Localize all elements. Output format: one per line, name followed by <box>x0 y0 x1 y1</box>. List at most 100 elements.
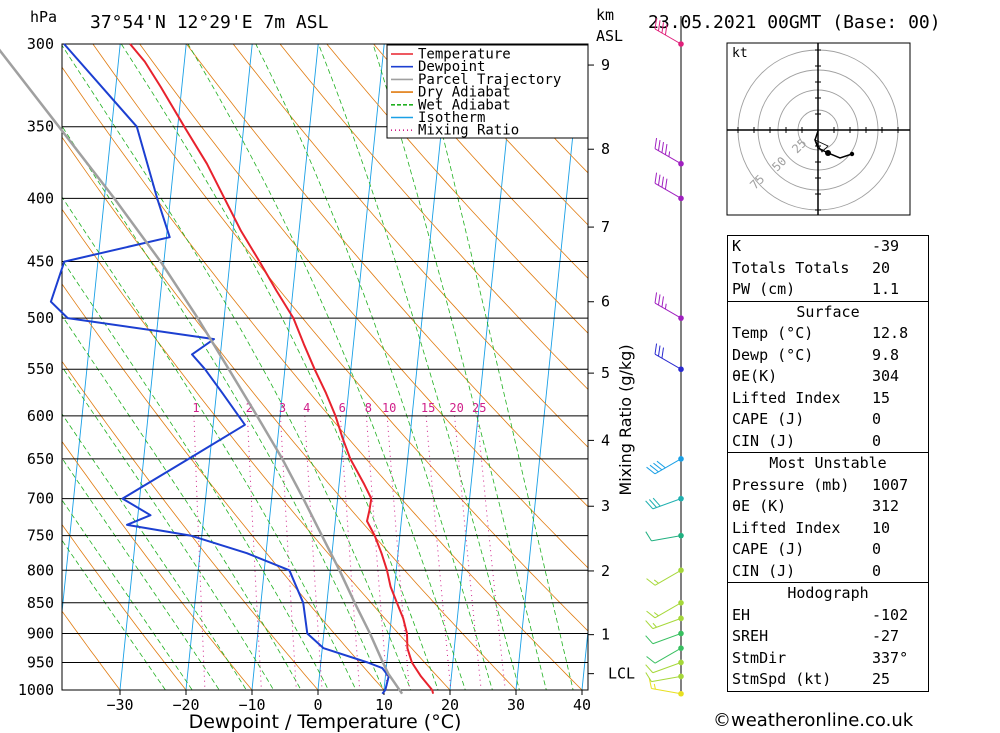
pressure-tick-label: 600 <box>27 407 54 425</box>
mixing-ratio-label: 10 <box>382 401 396 415</box>
pressure-tick-label: 850 <box>27 594 54 612</box>
km-tick-label: 9 <box>601 56 610 74</box>
wet-adiabat-line <box>62 366 275 690</box>
wind-barb-flag <box>654 172 658 184</box>
sreh-label: SREH <box>732 627 769 645</box>
wind-barb-flag <box>661 22 664 34</box>
stmdir-value: 337° <box>872 648 909 667</box>
x-tick-label: 30 <box>507 696 525 714</box>
hodograph-stats-header: Hodograph <box>728 582 928 605</box>
wind-barb-flag <box>661 347 664 359</box>
wind-barb-flag <box>652 497 661 507</box>
parcel-trajectory-line <box>0 48 404 695</box>
wind-barb-flag <box>661 176 664 188</box>
copyright-footer: ©weatheronline.co.uk <box>713 710 914 731</box>
wet-adiabat-line <box>62 196 357 690</box>
wind-barb-flag <box>645 531 652 542</box>
wind-barb-shaft <box>654 182 682 199</box>
wind-barb-half-flag <box>664 303 667 310</box>
km-tick-label: 6 <box>601 293 610 311</box>
legend-box <box>386 44 589 139</box>
km-tick-label: 2 <box>601 562 610 580</box>
mu-li-row: Lifted Index 10 <box>728 518 928 540</box>
dry-adiabat-line <box>62 208 451 690</box>
mu-theta-label: θE (K) <box>732 497 787 515</box>
surface-temp-label: Temp (°C) <box>732 324 814 342</box>
x-axis-label: Dewpoint / Temperature (°C) <box>189 711 462 733</box>
wet-adiabat-line <box>62 413 247 690</box>
x-tick-label: −10 <box>238 696 265 714</box>
sreh-row: SREH -27 <box>728 626 928 648</box>
km-tick-label: 1 <box>601 626 610 644</box>
wind-barb <box>654 343 684 373</box>
precipitable-water-label: PW (cm) <box>732 280 796 298</box>
pressure-tick-label: 300 <box>27 35 54 53</box>
k-index-label: K <box>732 237 742 255</box>
hodograph-marker <box>849 151 855 157</box>
mixing-ratio-line <box>386 415 410 690</box>
asl-label: ASL <box>596 27 623 45</box>
x-tick-label: −30 <box>106 696 133 714</box>
wind-barb-flag <box>648 677 652 689</box>
mu-cin-value: 0 <box>872 561 882 580</box>
wind-barb-flag <box>654 343 658 355</box>
pressure-tick-label: 350 <box>27 118 54 136</box>
surface-dewp-row: Dewp (°C) 9.8 <box>728 345 928 367</box>
wet-adiabat-line <box>255 44 493 690</box>
wind-barb-shaft <box>651 535 682 542</box>
pressure-tick-label: 800 <box>27 561 54 579</box>
isotherm-line <box>185 44 253 690</box>
wind-barb <box>654 172 684 202</box>
mixing-ratio-label: 3 <box>279 401 286 415</box>
wind-barb-half-flag <box>653 683 656 690</box>
wind-barb <box>645 531 684 542</box>
legend-entry: Dewpoint <box>418 59 485 75</box>
wind-barb-shaft <box>654 302 682 319</box>
dry-adiabat-line <box>373 44 588 279</box>
wind-barb-flag <box>654 137 658 149</box>
wind-barb <box>648 677 684 697</box>
mixing-ratio-label: 25 <box>472 401 486 415</box>
pressure-tick-label: 1000 <box>18 681 54 699</box>
mixing-ratio-line <box>454 415 482 690</box>
km-tick-label: 8 <box>601 140 610 158</box>
wind-barb-flag <box>657 139 661 151</box>
wind-barb-shaft <box>652 662 682 674</box>
legend-entry: Mixing Ratio <box>418 123 519 139</box>
pressure-tick-label: 950 <box>27 653 54 671</box>
most-unstable-header: Most Unstable <box>728 452 928 475</box>
wind-barb-flag <box>661 141 664 153</box>
surface-cape-label: CAPE (J) <box>732 410 805 428</box>
isotherm-line <box>317 44 385 690</box>
wind-barb-shaft <box>654 569 682 586</box>
mu-pressure-label: Pressure (mb) <box>732 475 850 494</box>
surface-cin-label: CIN (J) <box>732 431 796 450</box>
stmdir-label: StmDir <box>732 648 787 667</box>
mixing-ratio-label: 20 <box>449 401 463 415</box>
mixing-ratio-label: 4 <box>303 401 310 415</box>
wind-barb-shaft <box>654 148 682 165</box>
stmspd-label: StmSpd (kt) <box>732 670 832 688</box>
totals-totals-label: Totals Totals <box>732 258 850 277</box>
wind-barb <box>654 292 684 321</box>
wind-barb-flag <box>654 292 658 304</box>
pressure-tick-label: 650 <box>27 450 54 468</box>
mu-pressure-row: Pressure (mb) 1007 <box>728 475 928 497</box>
wet-adiabat-line <box>62 44 412 690</box>
mu-theta-value: 312 <box>872 497 900 515</box>
isotherm-line <box>119 44 187 690</box>
surface-cape-value: 0 <box>872 410 882 428</box>
mu-cape-row: CAPE (J) 0 <box>728 539 928 561</box>
km-tick-label: 7 <box>601 218 610 236</box>
surface-dewp-value: 9.8 <box>872 345 900 364</box>
wet-adiabat-line <box>62 539 166 690</box>
mixing-ratio-label: 8 <box>365 401 372 415</box>
eh-value: -102 <box>872 605 909 624</box>
wind-barb-flag <box>645 672 652 682</box>
wind-barb-flag <box>664 143 668 155</box>
mixing-ratio-label: 15 <box>421 401 435 415</box>
wind-barb-half-flag <box>653 579 659 584</box>
hodograph-unit-label: kt <box>732 46 748 61</box>
